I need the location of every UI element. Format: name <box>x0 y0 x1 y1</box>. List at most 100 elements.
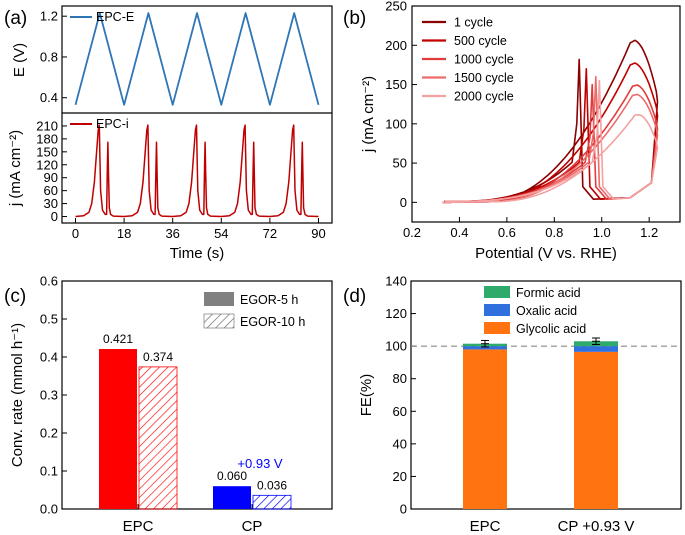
panel-b-xtick-label: 1.0 <box>593 225 611 240</box>
legend-label-cv-0: 1 cycle <box>454 16 493 30</box>
panel-b-xtick-label: 0.8 <box>545 225 563 240</box>
stack-CP-+0.93-V-Glycolic-acid <box>574 351 618 509</box>
legend-swatch-egor-10h <box>203 313 235 329</box>
panel-c-ytick-label: 0.1 <box>40 464 58 479</box>
panel-a-legend-bottom: EPC-i <box>70 117 129 131</box>
panel-c-ytick-label: 0.3 <box>40 388 58 403</box>
panel-a-ytick-bottom-label: 150 <box>36 144 58 159</box>
panel-b-ytick-label: 250 <box>385 0 407 14</box>
panel-a-frame <box>61 5 333 224</box>
panel-a-xtick-label: 36 <box>165 226 179 241</box>
panel-b-xtick-label: 0.2 <box>403 225 421 240</box>
bar-CP-0 <box>213 486 251 509</box>
bar-EPC-0 <box>99 349 137 509</box>
panel-d-xtick-label: CP +0.93 V <box>558 518 635 535</box>
panel-a-xtick-label: 0 <box>72 226 79 241</box>
series-epc-i-line <box>75 124 319 218</box>
panel-a-ylabel-bottom: j (mA cm⁻²) <box>7 130 24 207</box>
legend-label-formic: Formic acid <box>516 286 581 300</box>
panel-d-ytick-label: 20 <box>393 469 407 484</box>
panel-a-ytick-bottom-label: 30 <box>44 196 58 211</box>
panel-d: 0 20 40 60 80 100 120 140 EPC CP +0.93 V FE(%) Fo… <box>358 274 682 535</box>
panel-b-ytick-label: 0 <box>400 195 407 210</box>
bar-label-CP-0: 0.060 <box>217 469 247 483</box>
legend-label-cv-1: 500 cycle <box>454 34 507 48</box>
panel-b-legend: 1 cycle 500 cycle 1000 cycle 1500 cycle 2000… <box>422 16 514 104</box>
panel-c-ytick-label: 0.0 <box>40 502 58 517</box>
panel-b-xtick-label: 0.4 <box>450 225 468 240</box>
panel-d-frame <box>410 280 682 510</box>
panel-a-xlabel: Time (s) <box>170 245 224 262</box>
legend-label-cv-4: 2000 cycle <box>454 90 514 104</box>
panel-a-ytick-bottom-label: 90 <box>44 170 58 185</box>
panel-b-ytick-label: 150 <box>385 77 407 92</box>
legend-label-egor-5h: EGOR-5 h <box>240 293 298 307</box>
panel-a-xtick-label: 90 <box>311 226 325 241</box>
panel-d-xtick-label: EPC <box>470 518 501 535</box>
panel-c-ylabel: Conv. rate (mmol h⁻¹) <box>9 323 26 467</box>
panel-a-ytick-bottom-label: 60 <box>44 183 58 198</box>
legend-label-epc-e: EPC-E <box>96 10 134 24</box>
stack-EPC-Glycolic-acid <box>463 349 507 509</box>
panel-c: 0.0 0.1 0.2 0.3 0.4 0.5 0.6 EPC CP 0.421 0.374 0.0… <box>9 274 333 535</box>
panel-b: 0.2 0.4 0.6 0.8 1.0 1.2 0 50 100 150 200 250 j (mA … <box>360 0 681 262</box>
panel-b-xlabel: Potential (V vs. RHE) <box>475 245 617 262</box>
panel-d-ytick-label: 140 <box>385 274 407 289</box>
legend-swatch-egor-5h <box>204 292 234 306</box>
panel-c-annotation: +0.93 V <box>237 456 283 471</box>
panel-d-ylabel: FE(%) <box>358 374 375 417</box>
panel-label-d: (d) <box>343 286 366 307</box>
bar-label-EPC-0: 0.421 <box>103 332 133 346</box>
panel-b-ylabel: j (mA cm⁻²) <box>360 76 377 153</box>
panel-a-ytick-bottom-label: 210 <box>36 118 58 133</box>
legend-label-cv-3: 1500 cycle <box>454 71 514 85</box>
panel-a-ylabel-top: E (V) <box>11 43 28 77</box>
panel-d-ytick-label: 60 <box>393 404 407 419</box>
legend-label-oxalic: Oxalic acid <box>516 304 577 318</box>
stack-CP-+0.93-V-Oxalic-acid <box>574 346 618 352</box>
legend-swatch-glycolic <box>484 322 510 334</box>
panel-b-ytick-label: 100 <box>385 116 407 131</box>
panel-c-legend: EGOR-5 h EGOR-10 h <box>203 292 305 329</box>
bar-label-EPC-1: 0.374 <box>143 350 173 364</box>
panel-a-ytick-top-label: 0.8 <box>40 49 58 64</box>
series-cv-2000-cycle <box>442 79 659 204</box>
legend-label-glycolic: Glycolic acid <box>516 322 586 336</box>
panel-a-ytick-bottom-label: 180 <box>36 131 58 146</box>
panel-b-ytick-label: 200 <box>385 38 407 53</box>
panel-c-xtick-label: EPC <box>123 518 154 535</box>
panel-a-xtick-label: 54 <box>214 226 228 241</box>
panel-a-legend-top: EPC-E <box>70 10 134 24</box>
bar-EPC-1 <box>138 366 178 510</box>
legend-label-egor-10h: EGOR-10 h <box>240 315 305 329</box>
legend-label-cv-2: 1000 cycle <box>454 53 514 67</box>
bar-CP-1 <box>252 494 292 510</box>
panel-c-ytick-label: 0.6 <box>40 274 58 289</box>
panel-c-xtick-label: CP <box>242 518 263 535</box>
panel-d-legend: Formic acid Oxalic acid Glycolic acid <box>484 286 586 336</box>
panel-b-xtick-label: 0.6 <box>498 225 516 240</box>
panel-a-ytick-top-label: 1.2 <box>40 9 58 24</box>
panel-a-xtick-label: 72 <box>263 226 277 241</box>
panel-label-c: (c) <box>4 286 26 307</box>
panel-d-ytick-label: 40 <box>393 436 407 451</box>
panel-d-ytick-label: 120 <box>385 306 407 321</box>
legend-label-epc-i: EPC-i <box>96 117 129 131</box>
panel-c-ytick-label: 0.4 <box>40 350 58 365</box>
panel-a-xtick-label: 18 <box>117 226 131 241</box>
panel-b-ytick-label: 50 <box>393 156 407 171</box>
series-epc-e-line <box>74 12 320 106</box>
panel-label-a: (a) <box>4 8 27 29</box>
legend-swatch-formic <box>484 286 510 298</box>
panel-a: 0 18 36 54 72 900.40.81.20306090120150180210 … <box>7 5 333 262</box>
panel-a-ytick-bottom-label: 120 <box>36 157 58 172</box>
panel-b-frame <box>411 5 681 223</box>
panel-d-ytick-label: 100 <box>385 339 407 354</box>
panel-a-ytick-bottom-label: 0 <box>51 209 58 224</box>
panel-d-ytick-label: 0 <box>400 502 407 517</box>
panel-label-b: (b) <box>343 8 366 29</box>
panel-c-ytick-label: 0.2 <box>40 426 58 441</box>
panel-a-ytick-top-label: 0.4 <box>40 90 58 105</box>
stack-EPC-Oxalic-acid <box>463 346 507 350</box>
